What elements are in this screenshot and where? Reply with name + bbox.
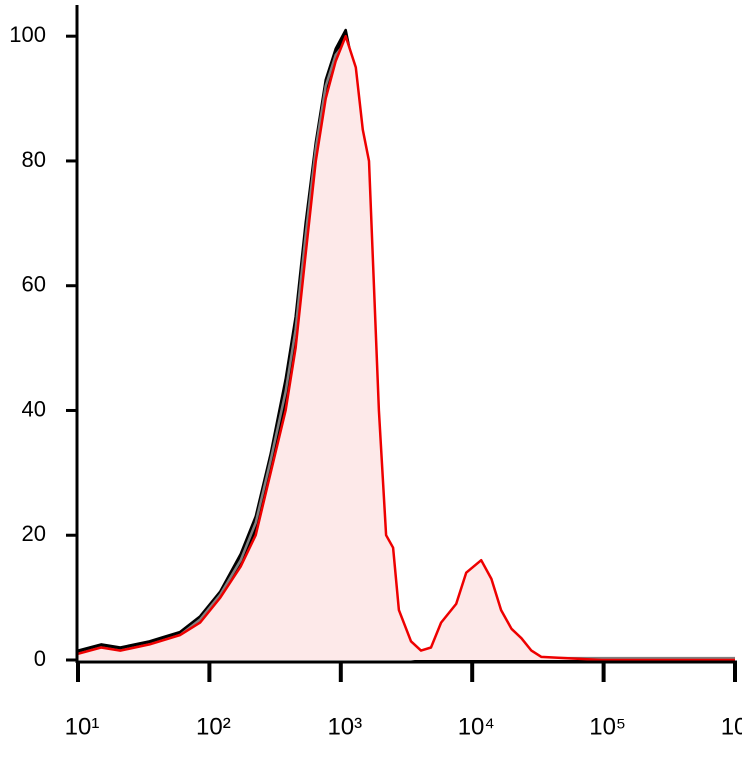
y-tick-label: 0 — [34, 646, 46, 671]
plot-area — [77, 28, 735, 662]
x-tick-label: 10² — [196, 713, 231, 740]
x-tick-label: 10⁵ — [589, 713, 626, 740]
x-tick-label: 10⁴ — [458, 713, 495, 740]
y-tick-label: 20 — [22, 521, 46, 546]
x-tick-label: 10⁶ — [721, 713, 742, 740]
line — [77, 28, 735, 662]
area — [78, 36, 735, 660]
y-tick-label: 100 — [9, 22, 46, 47]
y-tick-label: 40 — [22, 396, 46, 421]
line — [77, 41, 735, 660]
y-tick-label: 80 — [22, 147, 46, 172]
y-tick-label: 60 — [22, 272, 46, 297]
x-tick-label: 10¹ — [65, 713, 100, 740]
line — [77, 34, 735, 662]
x-tick-label: 10³ — [327, 713, 362, 740]
area — [78, 30, 735, 660]
